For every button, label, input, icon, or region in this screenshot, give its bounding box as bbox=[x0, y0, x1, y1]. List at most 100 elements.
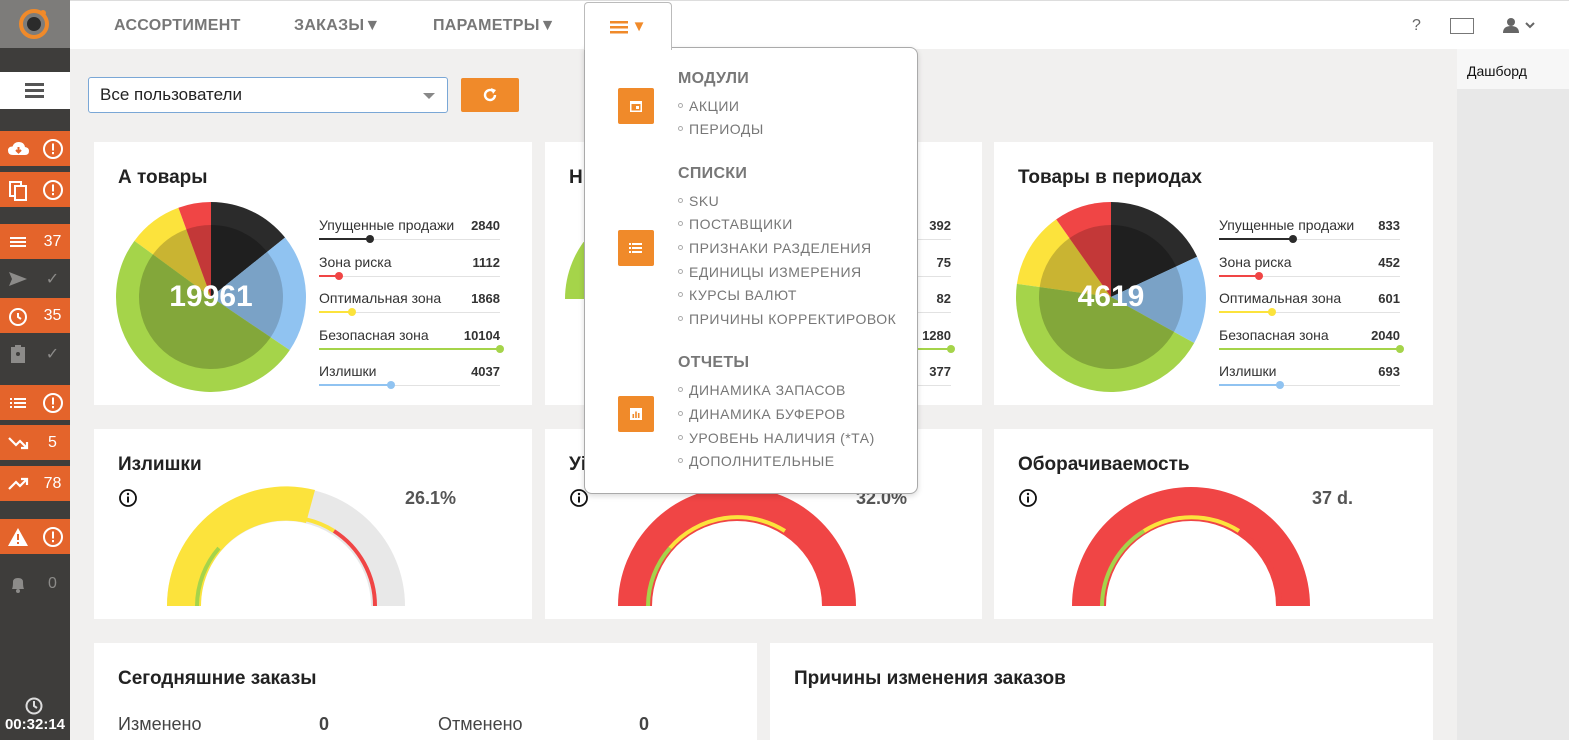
sidebar-item-cloud-download[interactable]: ! bbox=[0, 131, 70, 166]
sidebar-item-clipboard[interactable]: ✓ bbox=[0, 336, 70, 371]
dashboard-tab[interactable]: Дашборд bbox=[1457, 49, 1569, 89]
hamburger-icon bbox=[609, 20, 628, 33]
card-title: Излишки bbox=[118, 454, 202, 475]
card-title: Н bbox=[569, 167, 583, 188]
card-a-goods: А товары 19961 Упущенные продажи 2840 Зона… bbox=[94, 142, 532, 405]
legend-bar bbox=[1219, 274, 1260, 277]
pie-slice-inner[interactable] bbox=[152, 229, 211, 297]
fullscreen-button[interactable] bbox=[1450, 18, 1474, 34]
pie-slice-inner[interactable] bbox=[211, 251, 283, 338]
pie-slice-inner[interactable] bbox=[186, 225, 211, 297]
legend-track bbox=[1219, 312, 1400, 313]
pie-slice-inner[interactable] bbox=[1039, 287, 1175, 369]
bar-chart-icon bbox=[630, 408, 642, 420]
menu-item[interactable]: ДИНАМИКА ЗАПАСОВ bbox=[678, 382, 846, 398]
menu-item[interactable]: ДОПОЛНИТЕЛЬНЫЕ bbox=[678, 453, 835, 469]
menu-item[interactable]: ПРИЧИНЫ КОРРЕКТИРОВОК bbox=[678, 311, 896, 327]
pie-chart: 19961 bbox=[114, 200, 308, 394]
pie-chart-svg bbox=[116, 202, 306, 392]
pie-slice-inner[interactable] bbox=[1039, 238, 1111, 297]
sidebar-item-trending-down[interactable]: 5 bbox=[0, 425, 70, 460]
legend-label: Упущенные продажи bbox=[1219, 217, 1355, 233]
legend-label: Зона риска bbox=[319, 253, 392, 270]
menu-item-label: ПРИЧИНЫ КОРРЕКТИРОВОК bbox=[689, 311, 897, 327]
card-title: А товары bbox=[118, 167, 208, 188]
modules-icon-button[interactable] bbox=[618, 88, 654, 124]
legend-bar bbox=[1219, 311, 1273, 313]
legend-row: Упущенные продажи 833 bbox=[1219, 217, 1400, 254]
nav-orders[interactable]: ЗАКАЗЫ▼ bbox=[294, 17, 381, 34]
sidebar-item-warning[interactable]: ! bbox=[0, 519, 70, 554]
bullet-icon bbox=[678, 457, 683, 463]
bullet-icon bbox=[678, 410, 683, 416]
menu-item[interactable]: АКЦИИ bbox=[678, 98, 739, 114]
card-title: Причины изменения заказов bbox=[794, 668, 1066, 689]
gauge-value: 37 d. bbox=[1312, 488, 1354, 508]
info-icon[interactable] bbox=[1018, 488, 1038, 508]
nav-parameters[interactable]: ПАРАМЕТРЫ▼ bbox=[433, 17, 556, 34]
legend-bar-dot bbox=[496, 344, 504, 353]
pie-slice-inner[interactable] bbox=[139, 254, 271, 369]
legend-label: Излишки bbox=[319, 363, 377, 379]
menu-item[interactable]: ЕДИНИЦЫ ИЗМЕРЕНИЯ bbox=[678, 264, 862, 280]
legend-label: Упущенные продажи bbox=[319, 217, 455, 233]
legend-value: 377 bbox=[929, 364, 951, 379]
menu-item-label: ПЕРИОДЫ bbox=[689, 121, 764, 137]
app-logo[interactable] bbox=[0, 0, 70, 48]
canceled-value: 0 bbox=[639, 714, 650, 734]
legend-row: Упущенные продажи 2840 bbox=[319, 217, 500, 254]
sidebar-menu-toggle[interactable] bbox=[0, 72, 70, 109]
legend-track bbox=[319, 239, 500, 240]
bullet-icon bbox=[678, 197, 683, 203]
card-today-orders: Сегодняшние заказы Изменено 0 Отменено 0 bbox=[94, 643, 757, 740]
menu-item[interactable]: ПЕРИОДЫ bbox=[678, 121, 764, 137]
lists-icon-button[interactable] bbox=[618, 230, 654, 266]
sidebar-item-send[interactable]: ✓ bbox=[0, 261, 70, 296]
legend-value: 10104 bbox=[463, 327, 500, 343]
info-icon[interactable] bbox=[569, 488, 589, 508]
legend-value: 833 bbox=[1378, 218, 1400, 233]
refresh-button[interactable] bbox=[461, 78, 519, 112]
sidebar-item-trending-up[interactable]: 78 bbox=[0, 466, 70, 501]
user-menu[interactable] bbox=[1502, 17, 1538, 40]
legend-value: 4037 bbox=[471, 364, 500, 379]
pie-slice-inner[interactable] bbox=[1111, 225, 1177, 297]
pie-slice-inner[interactable] bbox=[211, 225, 268, 297]
sidebar-item-timer[interactable]: 35 bbox=[0, 298, 70, 333]
alert-icon bbox=[35, 172, 70, 207]
user-select[interactable]: Все пользователи bbox=[88, 77, 448, 113]
pie-slice-inner[interactable] bbox=[1111, 266, 1183, 332]
menu-item-label: ДОПОЛНИТЕЛЬНЫЕ bbox=[689, 453, 835, 469]
menu-section-heading: ОТЧЕТЫ bbox=[678, 354, 750, 371]
help-button[interactable]: ? bbox=[1412, 17, 1421, 34]
reports-icon-button[interactable] bbox=[618, 396, 654, 432]
legend-track bbox=[1219, 239, 1400, 240]
legend-bar-dot bbox=[1268, 308, 1277, 316]
menu-item[interactable]: ПОСТАВЩИКИ bbox=[678, 216, 793, 232]
legend-label: Оптимальная зона bbox=[1219, 290, 1342, 306]
nav-menu-dropdown[interactable]: ▼ bbox=[584, 2, 672, 50]
legend-value: 601 bbox=[1378, 291, 1400, 306]
info-icon[interactable] bbox=[118, 488, 138, 508]
menu-item[interactable]: ПРИЗНАКИ РАЗДЕЛЕНИЯ bbox=[678, 240, 872, 256]
sidebar-item-bell[interactable]: 0 bbox=[0, 566, 70, 601]
sidebar-item-checklist[interactable]: ! bbox=[0, 385, 70, 420]
legend-value: 1868 bbox=[471, 291, 500, 306]
legend-row: Оптимальная зона 601 bbox=[1219, 290, 1400, 327]
menu-item[interactable]: ДИНАМИКА БУФЕРОВ bbox=[678, 406, 846, 422]
nav-assortment[interactable]: АССОРТИМЕНТ bbox=[114, 17, 241, 34]
legend-row: Безопасная зона 10104 bbox=[319, 327, 504, 364]
sidebar-item-copy[interactable]: ! bbox=[0, 172, 70, 207]
gauge-chart bbox=[166, 486, 405, 607]
legend-row: Зона риска 452 bbox=[1219, 254, 1400, 291]
sidebar-item-list[interactable]: 37 bbox=[0, 224, 70, 259]
copy-icon bbox=[0, 172, 35, 207]
card-title: Сегодняшние заказы bbox=[118, 668, 317, 689]
menu-item[interactable]: КУРСЫ ВАЛЮТ bbox=[678, 287, 797, 303]
pie-slice-inner[interactable] bbox=[1069, 225, 1111, 297]
menu-item[interactable]: УРОВЕНЬ НАЛИЧИЯ (*ТА) bbox=[678, 430, 875, 446]
legend-bar bbox=[319, 238, 370, 240]
menu-item[interactable]: SKU bbox=[678, 193, 719, 209]
legend-bar bbox=[319, 274, 339, 277]
legend-row: Оптимальная зона 1868 bbox=[319, 290, 500, 327]
